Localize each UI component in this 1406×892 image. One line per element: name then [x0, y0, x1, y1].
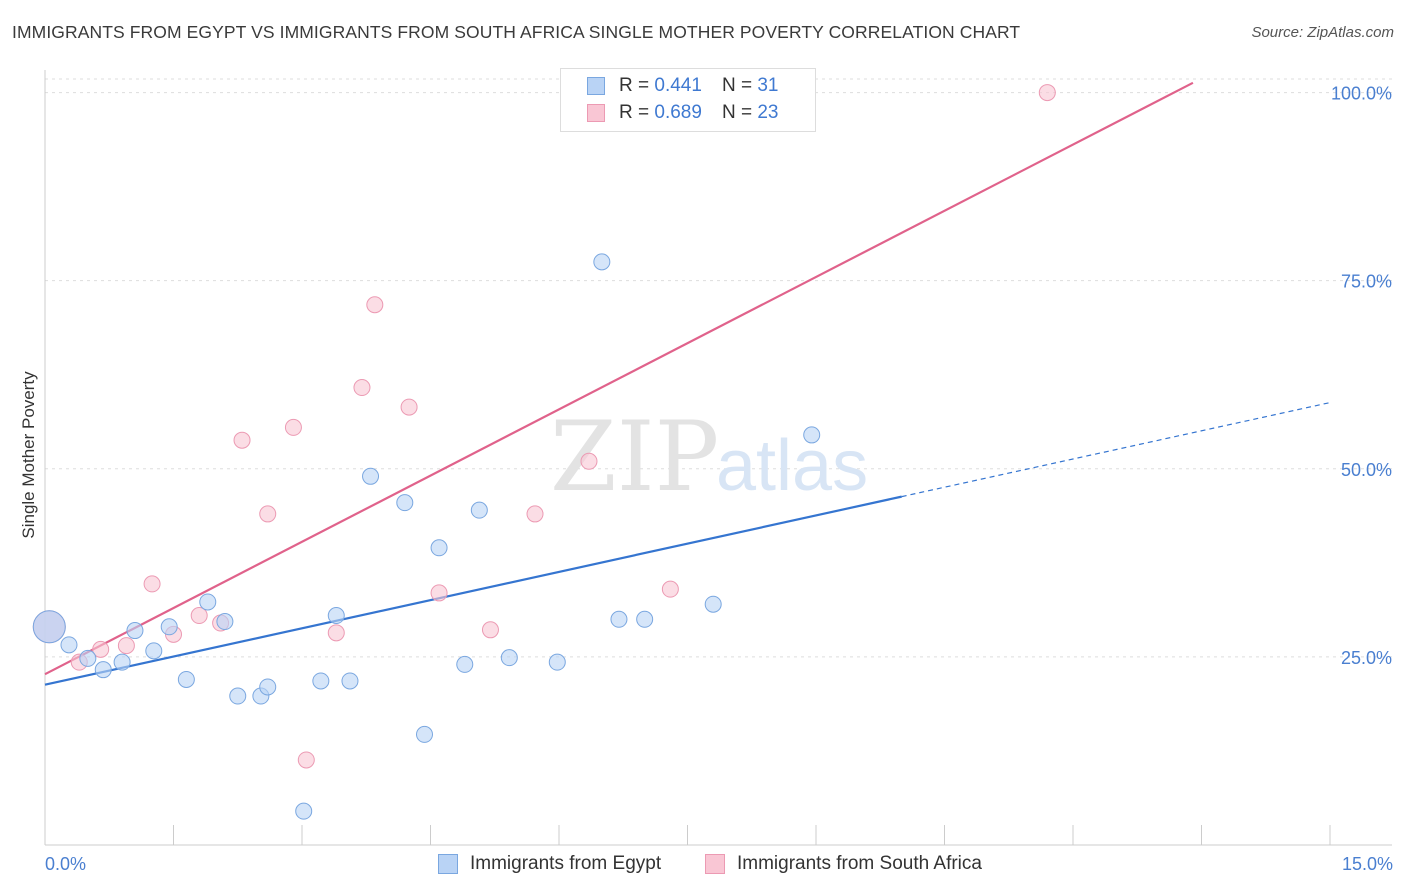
point-south-africa	[353, 379, 371, 397]
point-egypt	[396, 494, 414, 512]
point-egypt	[259, 678, 277, 696]
axes	[44, 70, 1392, 846]
watermark: ZIP atlas	[550, 401, 868, 513]
point-egypt	[803, 426, 821, 444]
legend-n-value: 31	[757, 75, 779, 96]
point-egypt	[229, 687, 247, 705]
point-south-africa	[661, 580, 679, 598]
point-egypt	[199, 593, 217, 611]
point-egypt	[362, 467, 380, 485]
source-credit: Source: ZipAtlas.com	[1251, 24, 1394, 41]
point-egypt	[94, 661, 112, 679]
point-egypt	[145, 642, 163, 660]
y-tick-label: 100.0%	[1331, 84, 1392, 104]
point-egypt	[79, 649, 97, 667]
point-egypt	[470, 501, 488, 519]
point-egypt	[177, 670, 195, 688]
trendline-egypt	[44, 495, 902, 686]
point-egypt	[126, 622, 144, 640]
point-egypt	[60, 636, 78, 654]
point-south-africa	[284, 418, 302, 436]
point-egypt	[593, 253, 611, 271]
legend-r-label: R =	[619, 102, 650, 123]
point-egypt	[416, 725, 434, 743]
legend-n-label: N =	[721, 75, 753, 96]
watermark-zip: ZIP	[550, 401, 719, 513]
legend-r-value: 0.689	[654, 102, 702, 123]
point-egypt	[295, 802, 313, 820]
point-south-africa	[92, 640, 110, 658]
trend-lines	[44, 81, 1331, 686]
tick-labels: 25.0% 50.0% 75.0% 100.0% 0.0% 15.0%	[45, 84, 1393, 874]
legend-label-south-africa: Immigrants from South Africa	[737, 853, 982, 874]
legend-r-label: R =	[619, 75, 650, 96]
legend-r-value: 0.441	[654, 75, 702, 96]
legend-row-south-africa: R = 0.689 N = 23	[587, 100, 778, 126]
legend-n-label: N =	[721, 102, 753, 123]
point-egypt	[32, 610, 66, 644]
point-south-africa	[143, 575, 161, 593]
legend-n-value: 23	[757, 102, 779, 123]
stats-legend: R = 0.441 N = 31 R = 0.689 N = 23	[560, 68, 816, 132]
point-egypt	[113, 653, 131, 671]
point-egypt	[500, 649, 518, 667]
point-egypt	[456, 655, 474, 673]
point-egypt	[327, 607, 345, 625]
trendline-south-africa	[44, 81, 1194, 676]
egypt-legend-swatch	[438, 854, 458, 874]
point-egypt	[610, 610, 628, 628]
x-tick-label-max: 15.0%	[1342, 854, 1393, 874]
data-points	[32, 84, 1056, 820]
point-egypt	[636, 610, 654, 628]
y-tick-label: 25.0%	[1341, 648, 1392, 668]
south-africa-legend-swatch	[705, 854, 725, 874]
point-egypt	[341, 672, 359, 690]
point-egypt	[312, 672, 330, 690]
point-egypt	[216, 613, 234, 631]
south-africa-swatch	[587, 104, 605, 122]
y-tick-label: 75.0%	[1341, 272, 1392, 292]
chart-title: IMMIGRANTS FROM EGYPT VS IMMIGRANTS FROM…	[12, 22, 1021, 42]
point-south-africa	[190, 607, 208, 625]
point-south-africa	[233, 431, 251, 449]
point-south-africa	[481, 621, 499, 639]
point-south-africa	[580, 452, 598, 470]
y-tick-label: 50.0%	[1341, 460, 1392, 480]
point-egypt	[548, 653, 566, 671]
legend-label-egypt: Immigrants from Egypt	[470, 853, 662, 874]
point-south-africa	[1038, 84, 1056, 102]
point-egypt	[704, 595, 722, 613]
point-egypt	[160, 618, 178, 636]
trendline-extension-egypt	[901, 401, 1331, 498]
point-south-africa	[327, 624, 345, 642]
point-south-africa	[297, 751, 315, 769]
point-south-africa	[526, 505, 544, 523]
point-south-africa	[366, 296, 384, 314]
legend-item-south-africa: Immigrants from South Africa	[705, 851, 982, 877]
point-south-africa	[259, 505, 277, 523]
point-south-africa	[430, 584, 448, 602]
y-axis-label: Single Mother Poverty	[19, 371, 38, 539]
point-south-africa	[400, 398, 418, 416]
egypt-swatch	[587, 77, 605, 95]
watermark-atlas: atlas	[716, 426, 868, 506]
legend-item-egypt: Immigrants from Egypt	[438, 851, 661, 877]
point-south-africa	[117, 637, 135, 655]
point-egypt	[430, 539, 448, 557]
x-tick-label-min: 0.0%	[45, 854, 86, 874]
legend-row-egypt: R = 0.441 N = 31	[587, 73, 778, 99]
